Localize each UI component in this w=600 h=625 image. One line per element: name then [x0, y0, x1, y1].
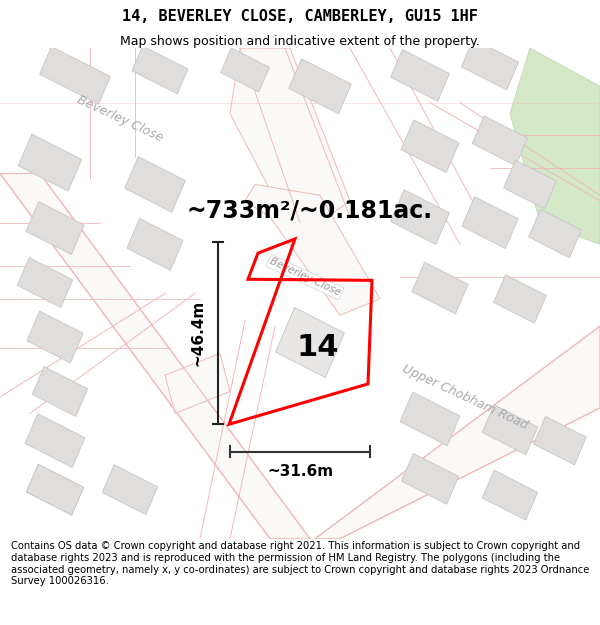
- Polygon shape: [32, 367, 88, 416]
- Polygon shape: [26, 202, 84, 254]
- Polygon shape: [503, 160, 556, 209]
- Polygon shape: [289, 59, 351, 114]
- Polygon shape: [529, 209, 581, 258]
- Polygon shape: [26, 464, 83, 515]
- Polygon shape: [103, 465, 158, 514]
- Polygon shape: [230, 48, 350, 222]
- Polygon shape: [494, 275, 547, 323]
- Text: 14: 14: [297, 334, 339, 362]
- Polygon shape: [165, 353, 230, 413]
- Text: Contains OS data © Crown copyright and database right 2021. This information is : Contains OS data © Crown copyright and d…: [11, 541, 589, 586]
- Text: 14, BEVERLEY CLOSE, CAMBERLEY, GU15 1HF: 14, BEVERLEY CLOSE, CAMBERLEY, GU15 1HF: [122, 9, 478, 24]
- Polygon shape: [510, 48, 600, 244]
- Polygon shape: [472, 116, 527, 166]
- Polygon shape: [17, 258, 73, 308]
- Polygon shape: [40, 47, 110, 104]
- Polygon shape: [275, 308, 344, 378]
- Text: Upper Chobham Road: Upper Chobham Road: [400, 362, 530, 432]
- Polygon shape: [533, 416, 586, 465]
- Polygon shape: [125, 157, 185, 212]
- Text: Map shows position and indicative extent of the property.: Map shows position and indicative extent…: [120, 34, 480, 48]
- Polygon shape: [401, 453, 458, 504]
- Polygon shape: [245, 184, 380, 315]
- Polygon shape: [391, 49, 449, 101]
- Text: ~733m²/~0.181ac.: ~733m²/~0.181ac.: [187, 199, 433, 222]
- Text: Beverley Close: Beverley Close: [75, 93, 165, 144]
- Polygon shape: [315, 326, 600, 539]
- Text: Beverley Close: Beverley Close: [268, 256, 342, 298]
- Polygon shape: [127, 219, 183, 270]
- Polygon shape: [27, 311, 83, 363]
- Polygon shape: [19, 134, 82, 191]
- Text: ~46.4m: ~46.4m: [191, 300, 205, 366]
- Polygon shape: [482, 405, 538, 454]
- Polygon shape: [400, 392, 460, 446]
- Polygon shape: [132, 46, 188, 94]
- Polygon shape: [461, 39, 518, 90]
- Polygon shape: [221, 48, 269, 92]
- Polygon shape: [482, 470, 538, 520]
- Polygon shape: [401, 120, 459, 172]
- Polygon shape: [26, 464, 83, 515]
- Text: ~31.6m: ~31.6m: [267, 464, 333, 479]
- Polygon shape: [462, 197, 518, 249]
- Polygon shape: [0, 174, 310, 539]
- Polygon shape: [391, 190, 449, 244]
- Polygon shape: [25, 414, 85, 468]
- Polygon shape: [412, 262, 468, 314]
